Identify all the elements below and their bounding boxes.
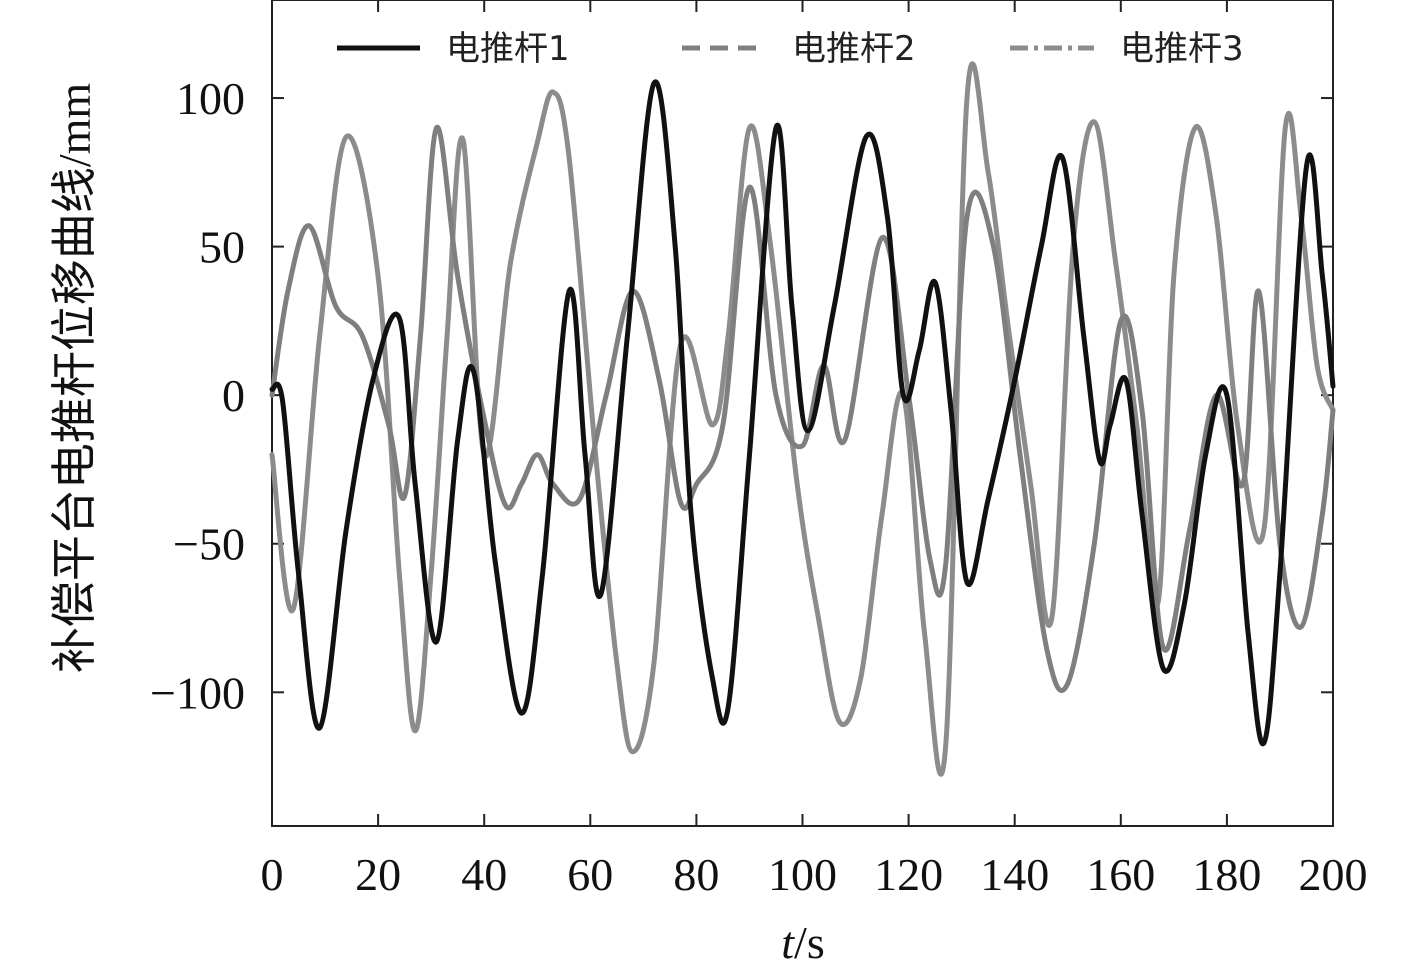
legend: 电推杆1 电推杆2 电推杆3	[337, 29, 1244, 69]
x-tick-label: 200	[1299, 849, 1368, 900]
x-tick-label: 160	[1086, 849, 1155, 900]
series-line-3	[269, 61, 1336, 777]
x-tick-labels: 0 20 40 60 80 100 120 140 160 180 200	[261, 849, 1368, 900]
y-axis-title: 补偿平台电推杆位移曲线/mm	[49, 83, 100, 674]
series-line-1	[269, 79, 1336, 747]
y-tick-label: −50	[173, 519, 245, 570]
x-tick-label: 60	[567, 849, 613, 900]
x-tick-label: 0	[261, 849, 284, 900]
legend-label-series-2: 电推杆2	[792, 29, 916, 69]
x-tick-label: 40	[461, 849, 507, 900]
x-tick-label: 120	[874, 849, 943, 900]
x-axis-variable: t	[781, 917, 795, 964]
x-tick-label: 140	[980, 849, 1049, 900]
x-tick-label: 180	[1192, 849, 1261, 900]
x-tick-label: 20	[355, 849, 401, 900]
series-lines	[269, 61, 1336, 777]
y-tick-label: 50	[199, 222, 245, 273]
y-tick-label: 0	[222, 370, 245, 421]
x-axis-unit: /s	[794, 917, 825, 964]
series-line-2	[269, 124, 1336, 693]
legend-label-series-3: 电推杆3	[1120, 29, 1244, 69]
x-tick-label: 80	[673, 849, 719, 900]
y-tick-label: −100	[150, 667, 245, 718]
x-tick-label: 100	[768, 849, 837, 900]
y-tick-labels: −100 −50 0 50 100	[150, 73, 245, 718]
x-axis-title: t/s	[781, 917, 824, 964]
legend-label-series-1: 电推杆1	[446, 29, 570, 69]
y-tick-label: 100	[176, 73, 245, 124]
